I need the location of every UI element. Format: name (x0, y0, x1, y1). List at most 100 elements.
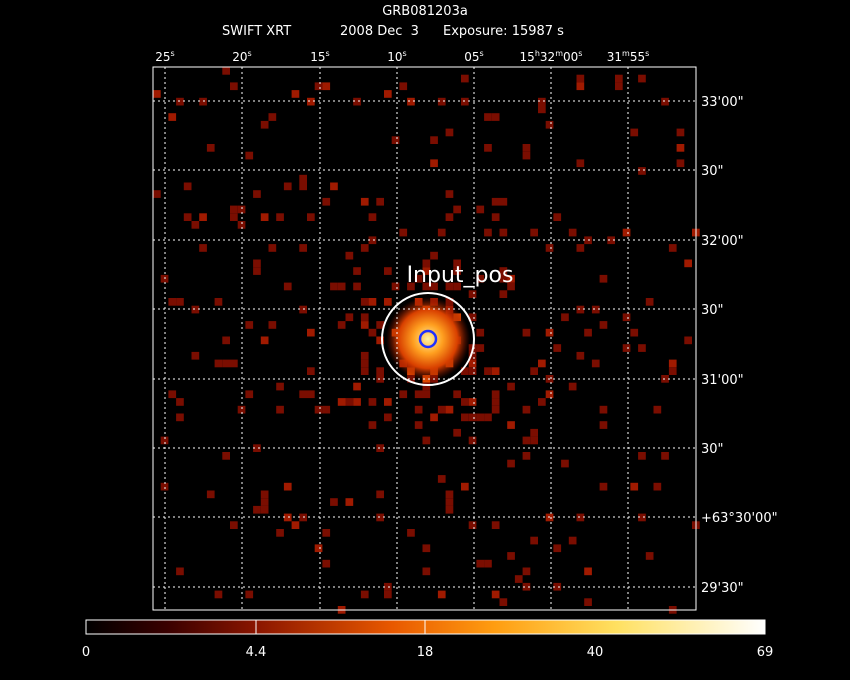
pixel (245, 590, 254, 599)
pixel (568, 228, 577, 237)
ra-label-part: s (480, 49, 484, 58)
pixel (576, 74, 585, 83)
pixel (561, 313, 569, 322)
pixel (430, 282, 438, 291)
pixel (191, 221, 200, 229)
pixel (376, 490, 384, 499)
pixel (599, 321, 608, 329)
pixel (522, 405, 531, 414)
pixel (507, 282, 515, 291)
pixel (530, 228, 538, 237)
pixel (153, 90, 161, 98)
pixel (645, 552, 654, 560)
pixel (538, 97, 546, 106)
pixel (337, 282, 346, 291)
pixel (391, 282, 400, 291)
ra-label: 15s (310, 49, 329, 64)
pixel (237, 205, 246, 214)
pixel (291, 90, 300, 98)
pixel (368, 421, 377, 429)
pixel (299, 174, 307, 183)
pixel (345, 498, 354, 506)
pixel (153, 190, 161, 198)
ra-label-part: 32 (540, 50, 555, 64)
pixel (414, 274, 423, 283)
pixel (360, 298, 369, 306)
pixel (545, 328, 554, 337)
pixel (468, 290, 477, 298)
pixel (530, 536, 538, 545)
pixel (376, 375, 384, 383)
pixel (322, 529, 331, 537)
pixel (445, 498, 454, 506)
pixel (368, 298, 377, 306)
pixel (391, 136, 400, 144)
pixel (407, 375, 415, 383)
pixel (176, 298, 184, 306)
pixel (491, 197, 500, 206)
pixel (168, 390, 177, 399)
pixel (437, 228, 446, 237)
pixel (645, 298, 654, 306)
pixel (661, 97, 669, 106)
pixel (299, 182, 307, 191)
pixel (484, 367, 492, 375)
pixel (330, 282, 338, 291)
pixel (437, 405, 446, 414)
pixel (245, 151, 254, 160)
pixel (507, 552, 515, 560)
ra-label-part: 05 (464, 50, 479, 64)
pixel (345, 313, 354, 322)
pixel (222, 336, 230, 345)
pixel (353, 282, 361, 291)
pixel (176, 398, 184, 406)
pixel (499, 267, 508, 275)
pixel (599, 482, 608, 491)
pixel (376, 321, 384, 329)
obs-date: 2008 Dec 3 (340, 24, 419, 39)
pixel (160, 482, 169, 491)
pixel (615, 74, 623, 83)
pixel (491, 390, 500, 399)
pixel (468, 367, 477, 375)
pixel (461, 413, 469, 422)
pixel (553, 582, 562, 591)
pixel (330, 498, 338, 506)
pixel (484, 113, 492, 121)
pixel (399, 390, 408, 399)
pixel (360, 590, 369, 599)
pixel (522, 582, 531, 591)
pixel (576, 244, 585, 252)
pixel (461, 398, 469, 406)
pixel (345, 398, 354, 406)
pixel (384, 267, 392, 275)
pixel (468, 521, 477, 529)
pixel (468, 398, 477, 406)
ra-label-part: 10 (387, 50, 402, 64)
pixel (607, 236, 615, 245)
pixel (353, 97, 361, 106)
pixel (276, 405, 284, 414)
pixel (445, 128, 454, 137)
pixel (276, 213, 284, 221)
colorbar-label: 40 (587, 645, 604, 660)
pixel (183, 213, 192, 221)
pixel (553, 213, 562, 221)
pixel (468, 413, 477, 422)
pixel (422, 282, 431, 291)
pixel (191, 305, 200, 314)
pixel (630, 482, 639, 491)
pixel (422, 267, 431, 275)
image-frame (152, 66, 697, 611)
pixel (245, 390, 254, 399)
pixel (584, 598, 592, 606)
pixel (353, 398, 361, 406)
pixel (376, 367, 384, 375)
pixel (376, 444, 384, 452)
pixel (522, 452, 531, 460)
pixel (322, 559, 331, 568)
pixel (545, 120, 554, 129)
pixel (576, 513, 585, 522)
pixel (499, 197, 508, 206)
